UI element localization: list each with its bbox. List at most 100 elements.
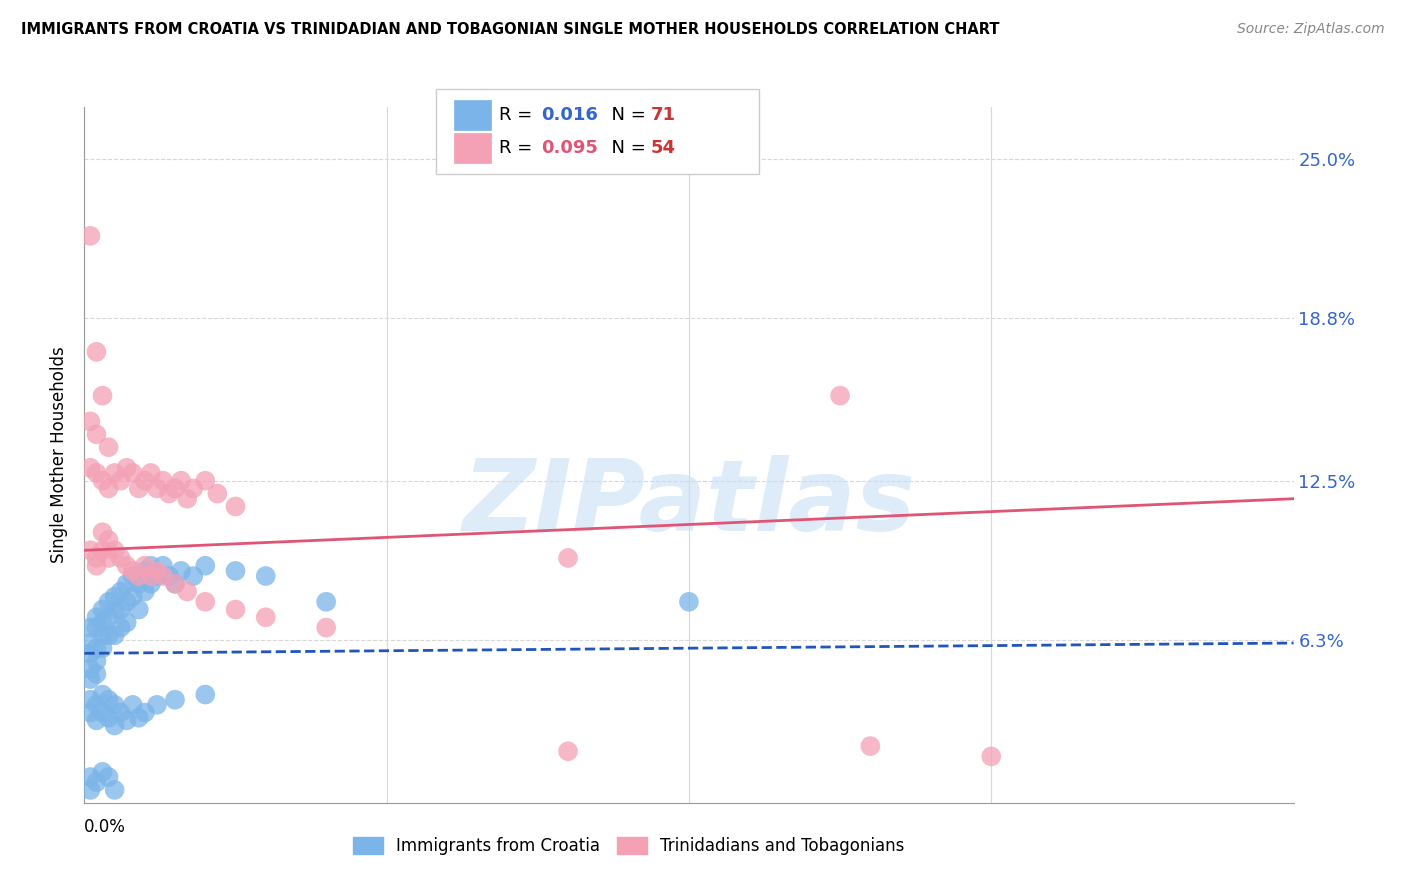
Point [194, 474, 217, 488]
Point [91, 474, 114, 488]
Point [91, 764, 114, 779]
Point [134, 474, 156, 488]
Text: 71: 71 [651, 106, 676, 124]
Point [91, 615, 114, 630]
Point [79, 770, 101, 784]
Text: 0.0%: 0.0% [84, 818, 127, 836]
Point [121, 698, 143, 712]
Point [139, 569, 162, 583]
Point [110, 474, 132, 488]
Point [128, 569, 150, 583]
Point [79, 621, 101, 635]
Point [315, 595, 337, 609]
Point [91, 706, 114, 720]
Point [104, 783, 127, 797]
Point [165, 692, 187, 706]
Point [104, 628, 127, 642]
Point [79, 692, 101, 706]
Text: IMMIGRANTS FROM CROATIA VS TRINIDADIAN AND TOBAGONIAN SINGLE MOTHER HOUSEHOLDS C: IMMIGRANTS FROM CROATIA VS TRINIDADIAN A… [21, 22, 1000, 37]
Point [104, 718, 127, 732]
Point [134, 706, 156, 720]
Point [86, 558, 108, 573]
Point [86, 698, 108, 712]
Point [121, 466, 143, 480]
Point [91, 688, 114, 702]
Point [79, 228, 101, 243]
Point [79, 460, 101, 475]
Point [980, 749, 1002, 764]
Point [115, 615, 138, 630]
Point [91, 389, 114, 403]
Point [91, 602, 114, 616]
Point [104, 698, 127, 712]
Point [104, 590, 127, 604]
Point [165, 482, 187, 496]
Point [97, 440, 120, 454]
Point [97, 711, 120, 725]
Point [139, 558, 162, 573]
Point [128, 602, 150, 616]
Point [91, 543, 114, 558]
Point [97, 628, 120, 642]
Point [110, 602, 132, 616]
Point [115, 460, 138, 475]
Point [254, 569, 277, 583]
Point [110, 621, 132, 635]
Legend: Immigrants from Croatia, Trinidadians and Tobagonians: Immigrants from Croatia, Trinidadians an… [346, 830, 911, 862]
Point [86, 641, 108, 656]
Point [181, 482, 204, 496]
Point [146, 482, 169, 496]
Point [315, 621, 337, 635]
Text: R =: R = [499, 106, 538, 124]
Point [139, 466, 162, 480]
Point [86, 466, 108, 480]
Point [110, 706, 132, 720]
Point [97, 770, 120, 784]
Point [79, 662, 101, 676]
Point [86, 654, 108, 668]
Point [115, 576, 138, 591]
Point [139, 576, 162, 591]
Point [194, 595, 217, 609]
Point [79, 783, 101, 797]
Point [128, 482, 150, 496]
Point [146, 564, 169, 578]
Point [115, 595, 138, 609]
Point [194, 688, 217, 702]
Point [97, 692, 120, 706]
Point [152, 558, 174, 573]
Text: ZIPatlas: ZIPatlas [463, 455, 915, 552]
Point [97, 610, 120, 624]
Text: Source: ZipAtlas.com: Source: ZipAtlas.com [1237, 22, 1385, 37]
Point [91, 525, 114, 540]
Point [86, 621, 108, 635]
Point [121, 564, 143, 578]
Point [128, 711, 150, 725]
Point [86, 427, 108, 442]
Point [79, 543, 101, 558]
Point [97, 551, 120, 566]
Point [152, 474, 174, 488]
Text: 0.095: 0.095 [541, 139, 598, 157]
Point [176, 584, 198, 599]
Point [86, 551, 108, 566]
Point [79, 706, 101, 720]
Point [157, 486, 180, 500]
Point [181, 569, 204, 583]
Point [207, 486, 229, 500]
Point [859, 739, 882, 753]
Point [79, 672, 101, 686]
Point [110, 551, 132, 566]
Point [115, 558, 138, 573]
Point [678, 595, 700, 609]
Point [170, 564, 193, 578]
Point [79, 636, 101, 650]
Point [97, 595, 120, 609]
Point [830, 389, 852, 403]
Point [86, 344, 108, 359]
Y-axis label: Single Mother Households: Single Mother Households [51, 347, 69, 563]
Point [104, 602, 127, 616]
Point [121, 590, 143, 604]
Point [152, 569, 174, 583]
Point [79, 646, 101, 660]
